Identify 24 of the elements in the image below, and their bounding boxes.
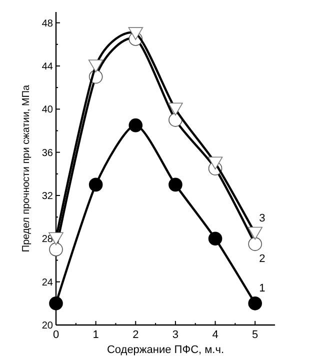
x-axis-title: Содержание ПФС, м.ч. [106, 344, 224, 356]
y-tick-label: 32 [42, 190, 54, 202]
series-label: 1 [259, 282, 266, 294]
y-tick-label: 44 [42, 61, 54, 72]
point [88, 178, 103, 192]
series-label: 3 [259, 212, 266, 224]
x-tick-label: 0 [52, 329, 60, 341]
x-tick-label: 4 [212, 329, 218, 341]
y-tick-label: 48 [42, 18, 54, 30]
series-label: 2 [259, 253, 266, 266]
y-tick-label: 40 [42, 104, 54, 116]
y-tick-label: 20 [42, 320, 54, 332]
point [248, 296, 262, 310]
point [128, 118, 143, 132]
x-tick-label: 3 [172, 329, 179, 341]
y-tick-label: 36 [42, 148, 54, 159]
x-tick-label: 1 [92, 329, 99, 341]
point [49, 296, 63, 310]
y-axis-title: Предел прочности при сжатии, МПа [21, 84, 32, 252]
x-tick-label: 5 [252, 329, 258, 341]
point [208, 232, 222, 246]
y-tick-label: 24 [42, 277, 54, 288]
x-tick-label: 2 [132, 329, 139, 341]
point [168, 178, 182, 192]
